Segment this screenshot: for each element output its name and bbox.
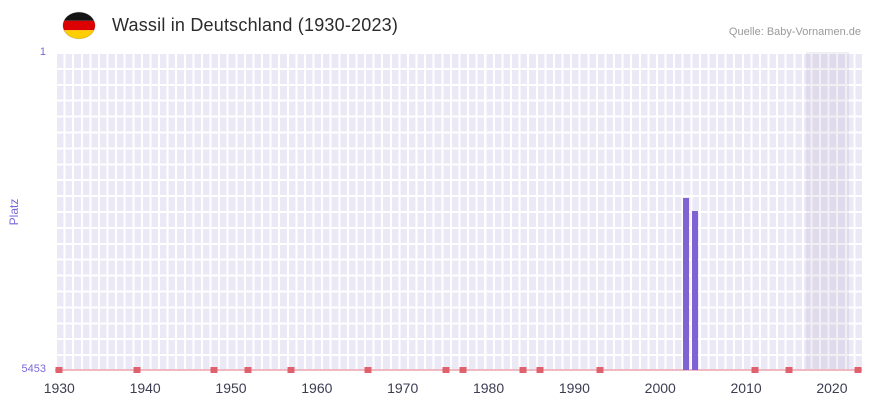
x-tick-label: 2010 xyxy=(730,380,762,396)
chart-title: Wassil in Deutschland (1930-2023) xyxy=(112,14,399,35)
unranked-year-mark xyxy=(596,367,604,373)
unranked-year-mark xyxy=(854,367,862,373)
unranked-year-mark xyxy=(442,367,450,373)
plot-area xyxy=(55,52,862,373)
x-axis-labels: 1930 1940 1950 1960 1970 1980 1990 2000 2010 2020 xyxy=(44,380,862,400)
y-axis-top-tick-label: 1 xyxy=(39,46,46,58)
unranked-year-mark xyxy=(751,367,759,373)
unranked-year-mark xyxy=(459,367,467,373)
unranked-year-mark xyxy=(287,367,295,373)
x-tick-label: 1980 xyxy=(472,380,505,396)
unranked-year-mark xyxy=(210,367,218,373)
unranked-year-mark xyxy=(133,367,141,373)
unranked-year-mark xyxy=(536,367,544,373)
y-axis-bottom-tick-label: 5453 xyxy=(21,363,46,375)
x-axis-line xyxy=(55,369,862,371)
x-tick-label: 1940 xyxy=(129,380,161,396)
unranked-year-mark xyxy=(785,367,793,373)
x-tick-label: 1970 xyxy=(387,380,419,396)
unranked-year-mark xyxy=(55,367,63,373)
x-tick-label: 1960 xyxy=(301,380,333,396)
unranked-year-mark xyxy=(244,367,252,373)
x-tick-label: 1950 xyxy=(215,380,247,396)
source-credit: Quelle: Baby-Vornamen.de xyxy=(728,26,861,38)
unranked-year-mark xyxy=(519,367,527,373)
unranked-year-mark xyxy=(364,367,372,373)
german-flag-icon xyxy=(62,11,96,40)
chart-bar[interactable] xyxy=(691,210,698,370)
x-tick-label: 2000 xyxy=(644,380,676,396)
x-tick-label: 1930 xyxy=(43,380,75,396)
highlight-band xyxy=(806,52,850,370)
chart-header: Wassil in Deutschland (1930-2023) Quelle… xyxy=(62,8,861,42)
y-axis-title: Platz xyxy=(7,198,21,226)
chart-bar[interactable] xyxy=(683,197,689,370)
x-tick-label: 2020 xyxy=(816,380,848,396)
x-tick-label: 1990 xyxy=(558,380,590,396)
